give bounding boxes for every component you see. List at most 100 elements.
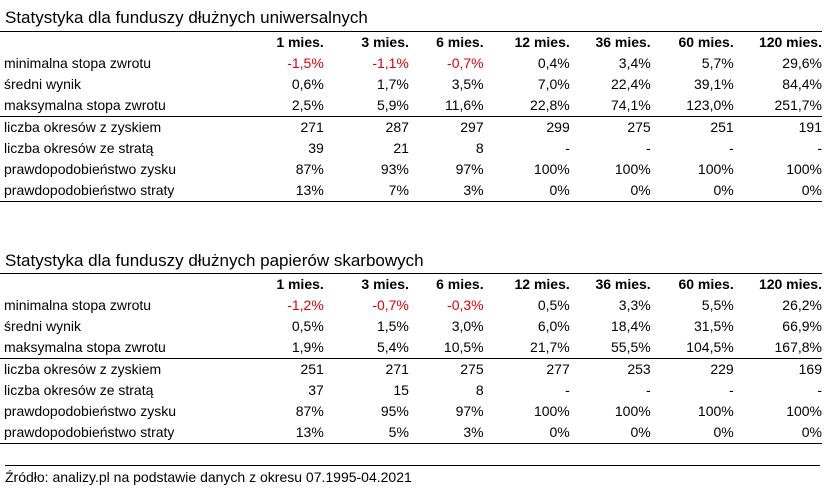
table-cell: 66,9%	[782, 318, 822, 334]
table-cell: 8	[475, 140, 484, 156]
table-cell: 169	[733, 358, 822, 380]
table-row: maksymalna stopa zwrotu 2,5% 5,9% 11,6% 22,8…	[0, 95, 822, 117]
column-header: 3 mies.	[323, 31, 409, 53]
table-cell: 123,0%	[686, 97, 734, 113]
header-empty-cell	[0, 31, 241, 53]
table-cell: 100%	[786, 403, 822, 419]
row-label: średni wynik	[4, 76, 82, 92]
table-cell: -1,5%	[287, 55, 324, 71]
row-label: średni wynik	[4, 318, 82, 334]
table-cell: 3,5%	[451, 76, 484, 92]
row-label: prawdopodobieństwo zysku	[4, 403, 176, 419]
table-row: liczba okresów ze stratą 39 21 8 - - - -	[0, 138, 822, 159]
table-cell: 0%	[733, 422, 822, 444]
table-cell: 39	[308, 140, 324, 156]
table-row: średni wynik 0,5% 1,5% 3,0% 6,0% 18,4% 31,5% 66…	[0, 316, 822, 337]
table-cell: 275	[569, 116, 651, 138]
table-cell: 100%	[614, 403, 651, 419]
table-cell: 0%	[569, 422, 651, 444]
table-row: liczba okresów z zyskiem 251 271 275 277 253 2…	[0, 358, 822, 380]
table-cell: -1,1%	[372, 55, 409, 71]
table-1-title: Statystyka dla funduszy dłużnych uniwers…	[5, 8, 368, 27]
table-row: prawdopodobieństwo straty 13% 7% 3% 0% 0% 0% 0%	[0, 180, 822, 202]
table-cell: 0%	[569, 180, 651, 202]
table-cell: 100%	[697, 161, 734, 177]
table-cell: 0,5%	[291, 318, 324, 334]
table-row: prawdopodobieństwo straty 13% 5% 3% 0% 0% 0% 0%	[0, 422, 822, 444]
stats-table-universal: 1 mies. 3 mies. 6 mies. 12 mies. 36 mies. 60 …	[0, 31, 822, 202]
table-cell: 271	[240, 116, 324, 138]
column-header: 12 mies.	[483, 273, 570, 295]
table-cell: 167,8%	[774, 339, 822, 355]
table-cell: 37	[308, 382, 324, 398]
column-header: 36 mies.	[569, 273, 651, 295]
table-cell: 29,6%	[782, 55, 822, 71]
row-label: prawdopodobieństwo straty	[0, 422, 241, 444]
table-cell: -	[729, 382, 734, 398]
table-row: liczba okresów ze stratą 37 15 8 - - - -	[0, 380, 822, 401]
table-cell: 275	[408, 358, 484, 380]
table-cell: -	[817, 382, 822, 398]
table-cell: 229	[650, 358, 734, 380]
column-header: 3 mies.	[323, 273, 409, 295]
table-cell: 253	[569, 358, 651, 380]
row-label: maksymalna stopa zwrotu	[4, 339, 166, 355]
table-cell: 251	[650, 116, 734, 138]
table-cell: 100%	[533, 403, 570, 419]
row-label: prawdopodobieństwo straty	[0, 180, 241, 202]
table-cell: -0,3%	[447, 297, 484, 313]
table-cell: 55,5%	[611, 339, 651, 355]
table-cell: 93%	[380, 161, 409, 177]
column-header: 6 mies.	[408, 273, 484, 295]
row-label: prawdopodobieństwo zysku	[4, 161, 176, 177]
table-cell: 5%	[323, 422, 409, 444]
table-cell: 74,1%	[611, 97, 651, 113]
table-cell: 31,5%	[694, 318, 734, 334]
table-cell: 15	[393, 382, 409, 398]
table-cell: 100%	[697, 403, 734, 419]
table-row: średni wynik 0,6% 1,7% 3,5% 7,0% 22,4% 39,1% 84…	[0, 74, 822, 95]
table-cell: 21,7%	[530, 339, 570, 355]
column-header: 60 mies.	[650, 273, 734, 295]
row-label: liczba okresów z zyskiem	[0, 358, 241, 380]
table-cell: 287	[323, 116, 409, 138]
table-cell: 5,5%	[701, 297, 734, 313]
table-cell: 7,0%	[537, 76, 570, 92]
table-cell: 95%	[380, 403, 409, 419]
table-cell: 0,5%	[537, 297, 570, 313]
table-row: prawdopodobieństwo zysku 87% 95% 97% 100% 100…	[0, 401, 822, 422]
column-header: 6 mies.	[408, 31, 484, 53]
table-cell: 100%	[614, 161, 651, 177]
table-cell: 277	[483, 358, 570, 380]
table-cell: -	[729, 140, 734, 156]
table-cell: 0%	[650, 180, 734, 202]
table-cell: 251	[240, 358, 324, 380]
table-cell: 26,2%	[782, 297, 822, 313]
column-header: 1 mies.	[240, 273, 324, 295]
table-cell: 87%	[295, 161, 324, 177]
table-cell: 22,8%	[530, 97, 570, 113]
table-cell: 2,5%	[291, 97, 324, 113]
table-cell: 297	[408, 116, 484, 138]
table-cell: 0%	[733, 180, 822, 202]
table-row: prawdopodobieństwo zysku 87% 93% 97% 100% 100…	[0, 159, 822, 180]
table-cell: 0%	[483, 422, 570, 444]
table-row: liczba okresów z zyskiem 271 287 297 299 275 2…	[0, 116, 822, 138]
table-cell: -1,2%	[287, 297, 324, 313]
table-cell: 1,5%	[376, 318, 409, 334]
column-header: 120 mies.	[733, 31, 822, 53]
stats-table-treasury: 1 mies. 3 mies. 6 mies. 12 mies. 36 mies. 60 …	[0, 273, 822, 444]
table-cell: 1,9%	[291, 339, 324, 355]
table-cell: 3,0%	[451, 318, 484, 334]
table-cell: 5,4%	[376, 339, 409, 355]
table-cell: 97%	[455, 403, 484, 419]
table-cell: 22,4%	[611, 76, 651, 92]
table-cell: 271	[323, 358, 409, 380]
table-cell: -	[565, 140, 570, 156]
table-cell: 0%	[650, 422, 734, 444]
table-cell: -	[646, 140, 651, 156]
table-cell: 251,7%	[774, 97, 822, 113]
table-cell: 0,6%	[291, 76, 324, 92]
table-cell: 299	[483, 116, 570, 138]
table-cell: 8	[475, 382, 484, 398]
